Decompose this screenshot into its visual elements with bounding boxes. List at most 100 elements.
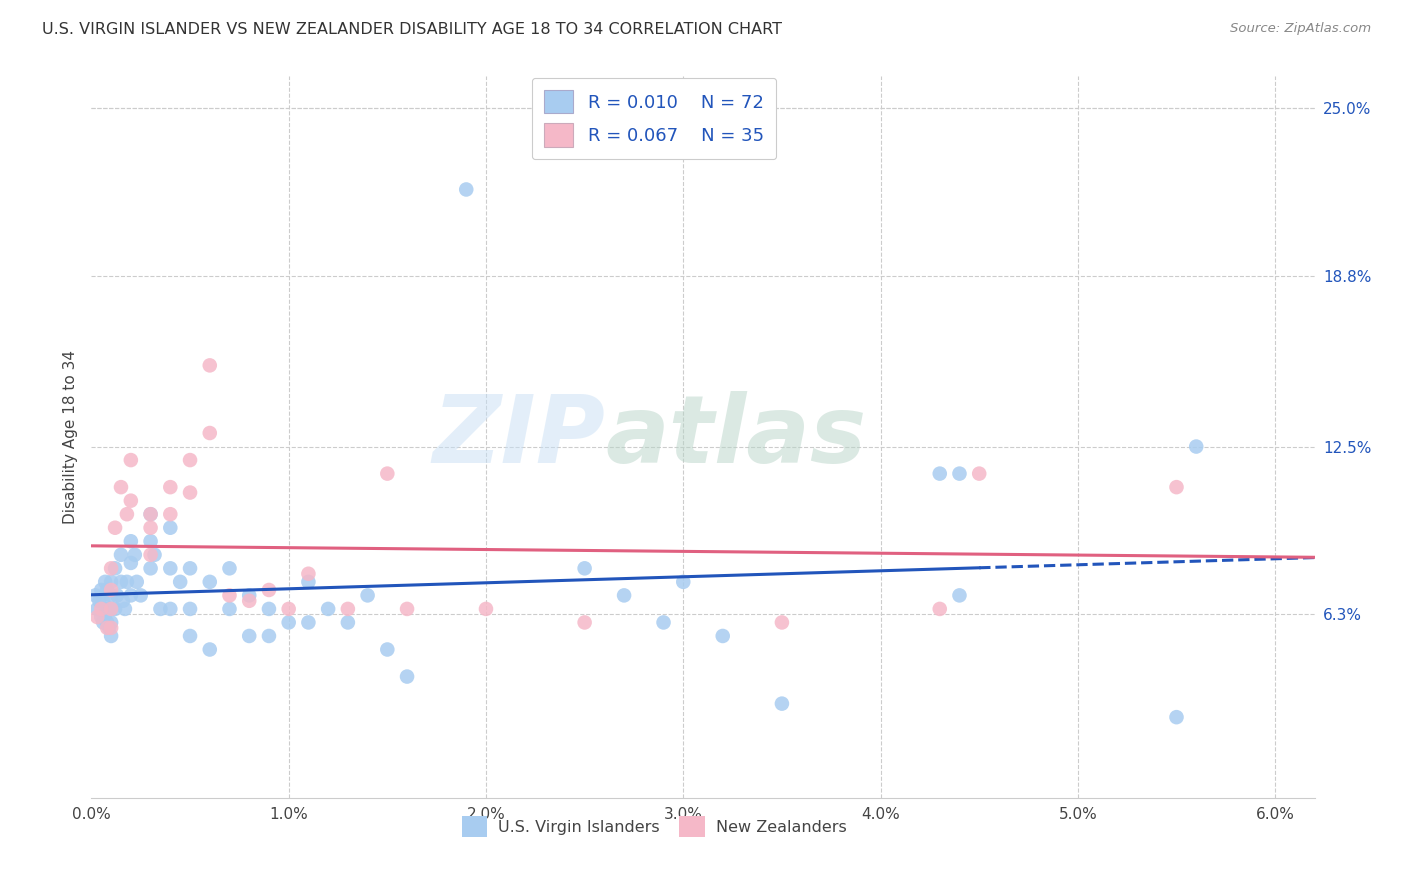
Point [179,602,201,616]
Point [104,602,127,616]
Point [100,629,122,643]
Point [396,669,419,683]
Point [90,610,112,624]
Point [297,566,319,581]
Point [574,561,596,575]
Point [90,602,112,616]
Point [129,588,152,602]
Point [277,615,299,630]
Point [218,588,240,602]
Point [100,602,122,616]
Point [120,453,142,467]
Point [672,574,695,589]
Point [159,507,181,521]
Point [111,594,134,608]
Text: U.S. VIRGIN ISLANDER VS NEW ZEALANDER DISABILITY AGE 18 TO 34 CORRELATION CHART: U.S. VIRGIN ISLANDER VS NEW ZEALANDER DI… [42,22,782,37]
Point [84,588,107,602]
Point [100,621,122,635]
Point [100,574,122,589]
Point [169,574,191,589]
Point [475,602,498,616]
Point [98,602,121,616]
Point [159,521,181,535]
Point [198,574,221,589]
Point [159,480,181,494]
Legend: U.S. Virgin Islanders, New Zealanders: U.S. Virgin Islanders, New Zealanders [454,808,855,845]
Point [159,561,181,575]
Point [120,556,142,570]
Point [110,574,132,589]
Point [336,615,359,630]
Point [967,467,990,481]
Point [115,507,138,521]
Point [94,574,117,589]
Point [139,521,162,535]
Point [396,602,419,616]
Point [198,642,221,657]
Point [257,602,280,616]
Point [948,588,970,602]
Point [86,610,108,624]
Point [96,621,118,635]
Point [375,467,398,481]
Point [770,697,793,711]
Point [179,485,201,500]
Point [218,561,240,575]
Point [711,629,734,643]
Point [613,588,636,602]
Point [652,615,675,630]
Point [149,602,172,616]
Point [356,588,378,602]
Point [375,642,398,657]
Point [179,629,201,643]
Point [297,615,319,630]
Point [1185,440,1208,454]
Point [139,561,162,575]
Point [257,582,280,597]
Point [89,594,111,608]
Point [124,548,146,562]
Point [238,594,260,608]
Text: atlas: atlas [605,391,866,483]
Point [104,521,127,535]
Point [110,480,132,494]
Y-axis label: Disability Age 18 to 34: Disability Age 18 to 34 [62,350,77,524]
Point [1166,480,1188,494]
Point [91,615,114,630]
Point [96,582,118,597]
Point [456,182,478,196]
Point [928,467,950,481]
Point [120,534,142,549]
Point [90,582,112,597]
Point [104,561,127,575]
Point [91,594,114,608]
Point [120,493,142,508]
Point [336,602,359,616]
Point [139,548,162,562]
Text: ZIP: ZIP [432,391,605,483]
Point [159,602,181,616]
Point [198,359,221,373]
Point [139,534,162,549]
Point [179,453,201,467]
Point [179,561,201,575]
Point [574,615,596,630]
Point [198,425,221,440]
Point [297,574,319,589]
Point [100,615,122,630]
Point [238,588,260,602]
Point [139,507,162,521]
Point [100,561,122,575]
Point [86,602,108,616]
Point [948,467,970,481]
Point [125,574,148,589]
Point [139,507,162,521]
Point [114,602,136,616]
Point [1166,710,1188,724]
Point [105,588,128,602]
Point [277,602,299,616]
Point [238,629,260,643]
Point [115,574,138,589]
Point [120,588,142,602]
Point [100,582,122,597]
